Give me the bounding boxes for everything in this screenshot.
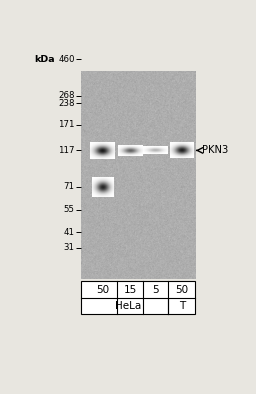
Text: 41: 41 <box>64 228 75 237</box>
Bar <box>81 281 195 314</box>
Text: 31: 31 <box>64 243 75 252</box>
Text: PKN3: PKN3 <box>202 145 228 155</box>
Text: 117: 117 <box>58 146 75 155</box>
Text: 50: 50 <box>175 285 188 295</box>
Text: 268: 268 <box>58 91 75 100</box>
Text: 5: 5 <box>152 285 158 295</box>
Text: 71: 71 <box>64 182 75 191</box>
Text: 15: 15 <box>124 285 137 295</box>
Text: HeLa: HeLa <box>115 301 142 311</box>
Text: 238: 238 <box>58 99 75 108</box>
Text: 171: 171 <box>58 120 75 129</box>
Text: T: T <box>179 301 185 311</box>
Text: 460: 460 <box>58 55 75 64</box>
Text: 55: 55 <box>64 205 75 214</box>
Text: 50: 50 <box>96 285 109 295</box>
Text: kDa: kDa <box>34 55 55 64</box>
